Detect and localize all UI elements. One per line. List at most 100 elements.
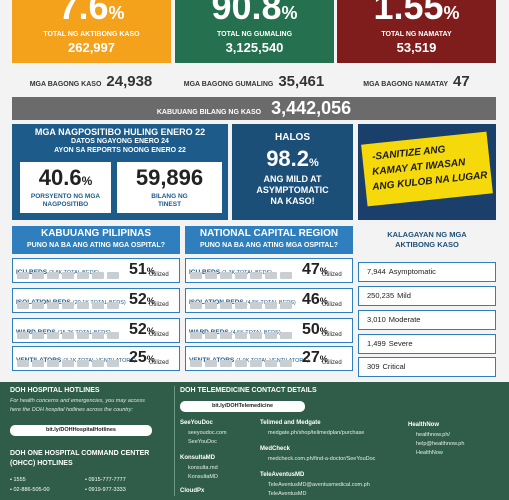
bed-icon	[280, 272, 292, 279]
new-count: MGA BAGONG NAMATAY 47	[337, 73, 496, 91]
hospital-row: ISOLATION BEDS(20.1K TOTAL BEDS)52%Utili…	[12, 288, 180, 313]
provider-link[interactable]: konsulta.md	[188, 465, 218, 471]
bed-icon	[265, 360, 277, 367]
hospital-title: NATIONAL CAPITAL REGION	[199, 228, 339, 239]
stat-label: TOTAL NG GUMALING	[216, 31, 293, 38]
bed-icon	[107, 302, 119, 309]
hospital-subtitle: PUNO NA BA ANG ATING MGA OSPITAL?	[199, 242, 339, 249]
footer-text: For health concerns and emergencies, you…	[10, 398, 145, 404]
row-note: Utilized	[149, 360, 169, 366]
row-note: Utilized	[149, 272, 169, 278]
row-label-wrap: ICU BEDS(3.8K TOTAL BEDS)	[16, 261, 99, 279]
bed-icon	[280, 302, 292, 309]
hospital-subtitle: PUNO NA BA ANG ATING MGA OSPITAL?	[26, 242, 166, 249]
provider-link[interactable]: medcheck.com.ph/find-a-doctor/SeeYouDoc	[268, 456, 376, 462]
total-label: KABUUANG BILANG NG KASO	[156, 109, 262, 116]
new-label: MGA BAGONG NAMATAY	[363, 81, 449, 88]
row-note: Utilized	[149, 302, 169, 308]
tested-label: TINEST	[157, 201, 182, 208]
bed-icon	[220, 302, 232, 309]
bed-icon	[17, 272, 29, 279]
footer: DOH HOSPITAL HOTLINES For health concerns…	[0, 382, 509, 500]
bed-icon	[190, 302, 202, 309]
provider-link[interactable]: seeyoudoc.com	[188, 430, 227, 436]
active-label: Severe	[388, 339, 413, 348]
row-value: 51	[129, 261, 147, 278]
rate-label: PORSYENTO NG MGA	[30, 193, 101, 200]
row-label-wrap: ICU BEDS(1.3K TOTAL BEDS)	[189, 261, 272, 279]
provider-link[interactable]: KonsultaMD	[188, 474, 218, 480]
row-unit: %	[146, 266, 155, 276]
stat-card: 1.55% TOTAL NG NAMATAY 53,519	[337, 0, 496, 63]
active-value: 250,235	[367, 291, 395, 300]
row-value-wrap: 52%	[129, 291, 155, 309]
link-button[interactable]: bit.ly/DOHTelemedicine	[180, 401, 305, 412]
link-button[interactable]: bit.ly/DOHHospitalHotlines	[10, 425, 152, 436]
active-value: 3,010	[367, 315, 386, 324]
row-value-wrap: 47%	[302, 261, 328, 279]
bed-icon	[190, 360, 202, 367]
provider-link[interactable]: healthnow.ph/	[416, 432, 450, 438]
bed-icon	[235, 360, 247, 367]
hotline-number: • 02-886-505-00	[10, 487, 50, 493]
bed-icon	[235, 272, 247, 279]
bed-icon	[190, 272, 202, 279]
hotline-number: • 0919-977-3333	[85, 487, 126, 493]
bed-icon	[107, 272, 119, 279]
bed-icon	[205, 332, 217, 339]
row-value: 27	[302, 349, 320, 366]
bed-icon	[250, 272, 262, 279]
row-value-wrap: 50%	[302, 321, 328, 339]
footer-text: here the DOH hospital hotlines across th…	[10, 407, 133, 413]
provider-link[interactable]: help@healthnow.ph	[416, 441, 465, 447]
hospital-row: VENTILATORS(1.0K TOTAL VENTILATORS)27%Ut…	[185, 346, 353, 371]
provider-name: CloudPx	[180, 488, 205, 494]
active-item: 7,944 Asymptomatic	[358, 262, 496, 282]
row-unit: %	[319, 326, 328, 336]
bed-icon	[220, 272, 232, 279]
provider-link[interactable]: medgate.ph/shop/telimedplan/purchase	[268, 430, 365, 436]
bed-icon	[32, 360, 44, 367]
hospital-title: KABUUANG PILIPINAS	[40, 228, 151, 239]
provider-link[interactable]: TeleAventusMD@aventusmedical.com.ph	[268, 482, 370, 488]
positivity-subtitle: DATOS NGAYONG ENERO 24	[71, 138, 169, 145]
rate-wrap: 40.6%	[20, 165, 111, 191]
row-value: 47	[302, 261, 320, 278]
row-value-wrap: 52%	[129, 321, 155, 339]
positivity-title: MGA NAGPOSITIBO HULING ENERO 22	[34, 127, 206, 137]
footer-divider	[174, 386, 175, 496]
hospital-row: ICU BEDS(3.8K TOTAL BEDS) 51%Utilized	[12, 258, 180, 283]
bed-icon	[107, 360, 119, 367]
bed-icon	[47, 272, 59, 279]
bed-icon	[92, 332, 104, 339]
footer-title: DOH HOSPITAL HOTLINES	[10, 387, 100, 394]
bed-icon	[220, 360, 232, 367]
row-note: Utilized	[149, 332, 169, 338]
provider-link[interactable]: HealthNow	[416, 450, 443, 456]
hospital-header: NATIONAL CAPITAL REGION PUNO NA BA ANG AT…	[185, 226, 353, 254]
positivity-subtitle: AYON SA REPORTS NOONG ENERO 22	[54, 147, 186, 154]
row-unit: %	[319, 296, 328, 306]
row-value-wrap: 27%	[302, 349, 328, 367]
stat-total: 53,519	[396, 40, 437, 55]
hotline-number: • 1555	[10, 477, 26, 483]
row-note: Utilized	[322, 302, 342, 308]
provider-link[interactable]: TeleAventusMD	[268, 491, 307, 497]
row-value-wrap: 46%	[302, 291, 328, 309]
bed-icon	[77, 302, 89, 309]
active-value: 309	[367, 362, 380, 371]
bed-icon	[47, 360, 59, 367]
bed-icon	[77, 272, 89, 279]
ohcc-title: DOH ONE HOSPITAL COMMAND CENTER	[10, 450, 150, 457]
bed-icon	[265, 272, 277, 279]
provider-link[interactable]: SeeYouDoc	[188, 439, 217, 445]
stat-percent-wrap: 1.55%	[337, 0, 496, 28]
stat-percent: 90.8	[211, 0, 282, 27]
stat-percent: 1.55	[373, 0, 444, 27]
provider-name: TeleAventusMD	[260, 472, 305, 478]
bed-icon	[280, 360, 292, 367]
provider-name: SeeYouDoc	[180, 420, 213, 426]
mild-box: HALOS 98.2% ANG MILD AT ASYMPTOMATIC NA KASO…	[232, 124, 353, 220]
active-label: Moderate	[388, 315, 421, 324]
